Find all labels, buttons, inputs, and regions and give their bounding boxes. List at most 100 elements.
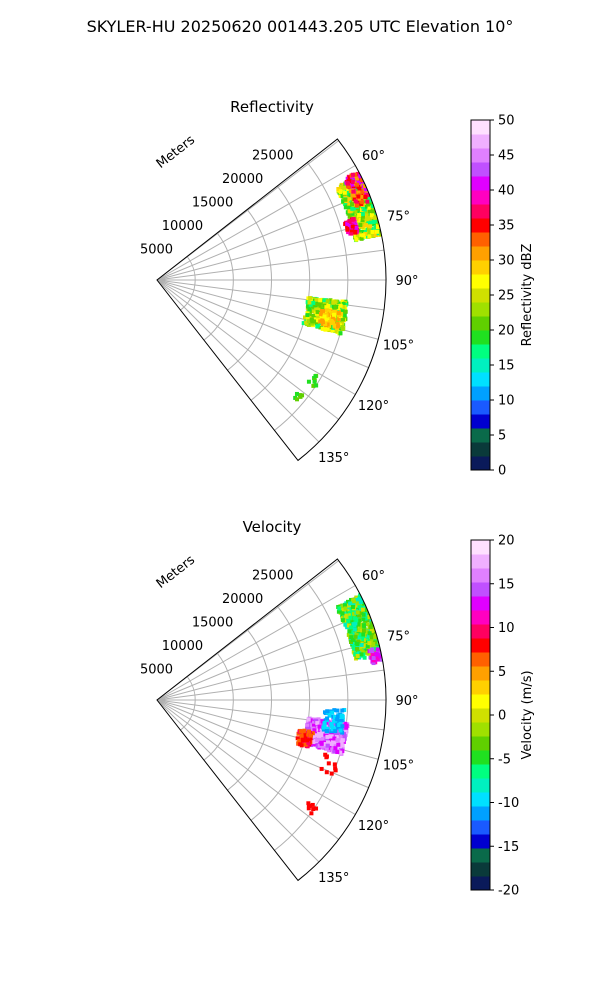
- echo-cell: [316, 305, 321, 310]
- echo-cell: [323, 317, 328, 322]
- echo-cell: [338, 728, 343, 733]
- echo-cell: [363, 646, 368, 651]
- echo-cell: [350, 193, 355, 198]
- echo-cell: [294, 397, 299, 402]
- echo-cell: [368, 648, 373, 653]
- echo-cell: [373, 646, 378, 651]
- sector-outline: [156, 138, 387, 462]
- echo-cell: [358, 217, 363, 222]
- echo-cell: [338, 303, 343, 308]
- colorbar-label: Velocity (m/s): [520, 670, 535, 759]
- panel-reflectivity: Reflectivity 5000 10000 15000 20000 25000 60° 7…: [140, 98, 535, 479]
- echo-cell: [329, 734, 334, 739]
- echo-cell: [350, 202, 355, 207]
- echo-cell: [357, 604, 362, 609]
- echo-cell: [329, 771, 334, 776]
- colorbar-swatch: [471, 680, 490, 695]
- echo-cell: [324, 313, 329, 318]
- azimuth-tick-label: 75°: [387, 209, 410, 224]
- echo-cell: [335, 738, 340, 743]
- range-ring: [227, 629, 272, 791]
- colorbar-swatch: [471, 148, 490, 163]
- range-tick-label: 15000: [192, 196, 233, 211]
- echo-cell: [332, 715, 337, 720]
- colorbar-swatch: [471, 386, 490, 401]
- echo-cell: [355, 171, 360, 176]
- echo-cell: [358, 611, 363, 616]
- echo-cell: [308, 296, 313, 301]
- echo-cell: [356, 628, 361, 633]
- echo-cell: [343, 205, 348, 210]
- echo-cell: [369, 213, 374, 218]
- azimuth-tick-label: 75°: [387, 629, 410, 644]
- azimuth-gridline: [156, 611, 369, 701]
- echo-cell: [311, 383, 316, 388]
- echo-cell: [337, 606, 342, 611]
- echo-cell: [352, 608, 357, 613]
- echo-cell: [346, 599, 351, 604]
- radial-axis-label: Meters: [154, 553, 198, 592]
- echo-cell: [365, 650, 370, 655]
- echo-cell: [306, 379, 311, 384]
- echo-cell: [336, 725, 341, 730]
- colorbar-tick-label: 25: [498, 289, 515, 304]
- echo-cell: [340, 738, 345, 743]
- echo-cell: [358, 174, 363, 179]
- echo-cell: [371, 222, 376, 227]
- colorbar-swatch: [471, 428, 490, 443]
- echo-cell: [338, 189, 343, 194]
- echo-cell: [360, 637, 365, 642]
- azimuth-tick-label: 90°: [395, 274, 418, 289]
- echo-cell: [331, 734, 336, 739]
- echo-cell: [343, 606, 348, 611]
- colorbar-swatch: [471, 708, 490, 723]
- colorbar-swatch: [471, 190, 490, 205]
- colorbar-swatch: [471, 344, 490, 359]
- echo-cell: [324, 308, 329, 313]
- echo-cell: [322, 738, 327, 743]
- echo-cell: [353, 634, 358, 639]
- echo-cell: [366, 205, 371, 210]
- colorbar-swatch: [471, 358, 490, 373]
- echo-cell: [367, 209, 372, 214]
- echo-cell: [357, 597, 362, 602]
- echo-cell: [350, 180, 355, 185]
- echo-cell: [361, 628, 366, 633]
- colorbar-swatch: [471, 694, 490, 709]
- echo-cell: [374, 654, 379, 659]
- echo-cell: [356, 190, 361, 195]
- echo-cell: [357, 645, 362, 650]
- range-ring: [203, 232, 234, 341]
- range-ring: [203, 652, 234, 761]
- echo-cell: [298, 729, 303, 734]
- azimuth-gridline: [156, 220, 379, 281]
- echo-cell: [306, 803, 311, 808]
- echo-cell: [360, 212, 365, 217]
- echo-cell: [344, 725, 349, 730]
- echo-cell: [350, 172, 355, 177]
- echo-cell: [328, 308, 333, 313]
- colorbar-tick-label: 20: [498, 534, 515, 549]
- echo-cell: [345, 221, 350, 226]
- echo-cell: [340, 743, 345, 748]
- echo-cell: [369, 633, 374, 638]
- echo-cell: [360, 194, 365, 199]
- colorbar-swatch: [471, 652, 490, 667]
- echo-cell: [363, 204, 368, 209]
- echo-cell: [314, 806, 319, 811]
- echo-cell: [355, 176, 360, 181]
- echo-cell: [324, 745, 329, 750]
- panel-title: Reflectivity: [230, 98, 314, 116]
- colorbar-swatch: [471, 288, 490, 303]
- echo-cell: [350, 224, 355, 229]
- echo-cell: [329, 741, 334, 746]
- echo-cell: [336, 324, 341, 329]
- echo-cell: [315, 744, 320, 749]
- echo-cell: [357, 213, 362, 218]
- echo-cell: [340, 618, 345, 623]
- echo-cell: [369, 628, 374, 633]
- echo-cell: [359, 624, 364, 629]
- echo-cell: [321, 725, 326, 730]
- echo-cell: [375, 647, 380, 652]
- echo-cell: [337, 719, 342, 724]
